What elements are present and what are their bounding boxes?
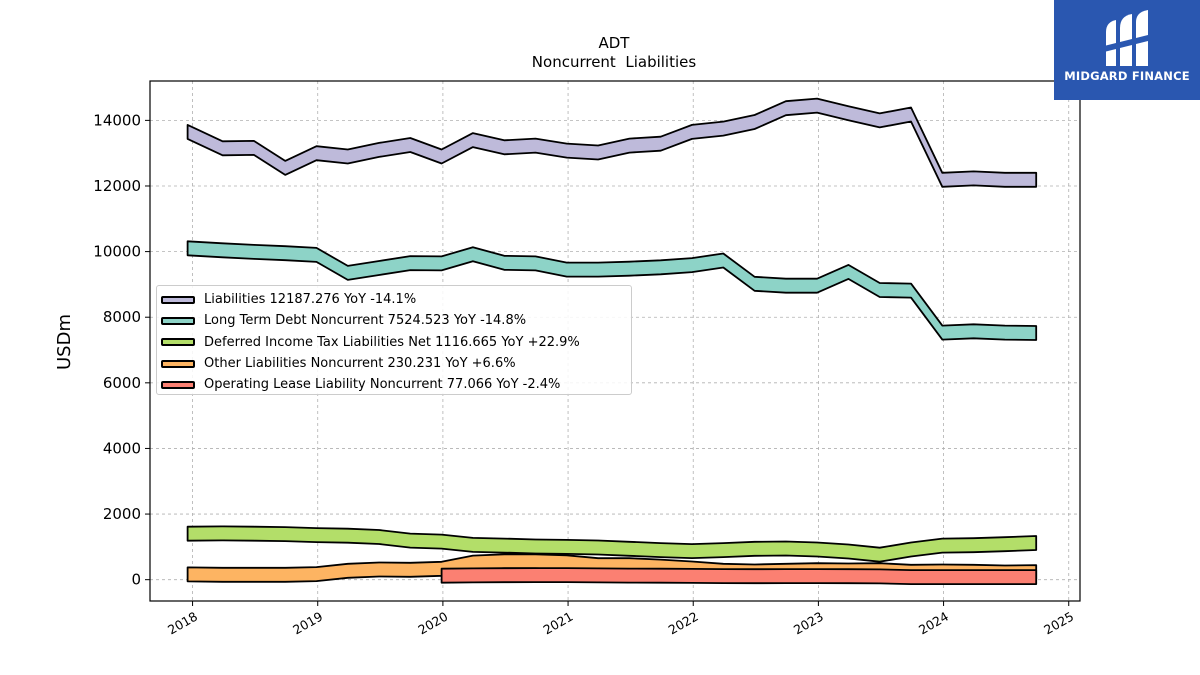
x-tick-label: 2022 xyxy=(666,609,701,638)
legend-swatch xyxy=(161,338,195,347)
legend-swatch xyxy=(161,295,195,304)
legend: Liabilities 12187.276 YoY -14.1% Long Ter… xyxy=(156,285,632,395)
legend-item-long-term-debt-noncurrent: Long Term Debt Noncurrent 7524.523 YoY -… xyxy=(161,310,631,331)
x-tick-label: 2024 xyxy=(916,609,951,638)
logo-mark-icon xyxy=(1104,10,1152,66)
legend-label: Liabilities 12187.276 YoY -14.1% xyxy=(204,292,417,308)
chart-subtitle: Noncurrent Liabilities xyxy=(532,53,697,71)
brand-logo: MIDGARD FINANCE xyxy=(1054,0,1200,100)
legend-item-operating-lease-liability-noncurrent: Operating Lease Liability Noncurrent 77.… xyxy=(161,374,631,395)
x-tick-label: 2020 xyxy=(415,609,450,638)
logo-text: MIDGARD FINANCE xyxy=(1064,69,1190,83)
x-tick-label: 2023 xyxy=(791,609,826,638)
series-layer xyxy=(186,97,1038,585)
legend-swatch xyxy=(161,316,195,325)
x-tick-label: 2019 xyxy=(290,609,325,638)
y-tick-label: 4000 xyxy=(103,439,141,457)
y-axis-label: USDm xyxy=(54,314,75,370)
y-tick-label: 8000 xyxy=(103,308,141,326)
chart-title: ADT xyxy=(599,34,631,52)
legend-swatch xyxy=(161,380,195,389)
x-tick-label: 2025 xyxy=(1041,609,1076,638)
series-band-operating-lease-liability-noncurrent xyxy=(440,567,1038,585)
series-band-long-term-debt-noncurrent xyxy=(186,240,1038,341)
y-tick-label: 6000 xyxy=(103,374,141,392)
legend-item-other-liabilities-noncurrent: Other Liabilities Noncurrent 230.231 YoY… xyxy=(161,353,631,374)
legend-label: Long Term Debt Noncurrent 7524.523 YoY -… xyxy=(204,313,527,329)
y-tick-label: 14000 xyxy=(93,111,141,129)
y-tick-label: 0 xyxy=(131,571,141,589)
legend-item-deferred-income-tax-liabilities-net: Deferred Income Tax Liabilities Net 1116… xyxy=(161,332,631,353)
y-tick-label: 2000 xyxy=(103,505,141,523)
y-tick-label: 12000 xyxy=(93,177,141,195)
legend-item-liabilities: Liabilities 12187.276 YoY -14.1% xyxy=(161,289,631,310)
x-tick-label: 2021 xyxy=(541,609,576,638)
x-tick-label: 2018 xyxy=(165,609,200,638)
series-band-deferred-income-tax-liabilities-net xyxy=(186,525,1038,563)
series-band-liabilities xyxy=(186,97,1038,188)
legend-label: Other Liabilities Noncurrent 230.231 YoY… xyxy=(204,356,516,372)
plot-frame xyxy=(149,80,1081,602)
legend-label: Deferred Income Tax Liabilities Net 1116… xyxy=(204,334,580,350)
legend-label: Operating Lease Liability Noncurrent 77.… xyxy=(204,377,561,393)
legend-swatch xyxy=(161,359,195,368)
y-tick-label: 10000 xyxy=(93,243,141,261)
